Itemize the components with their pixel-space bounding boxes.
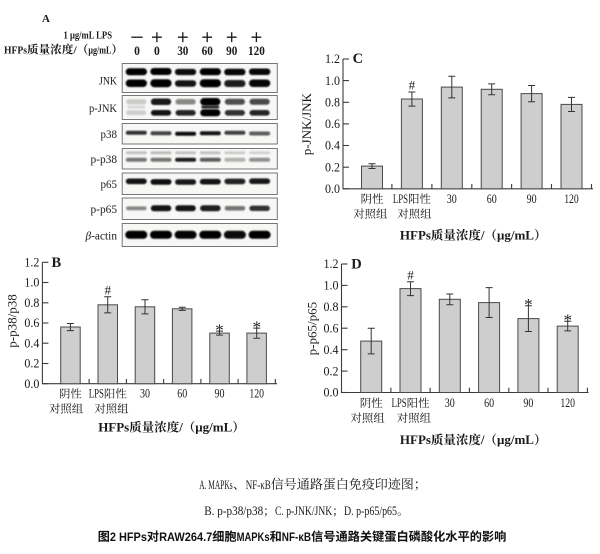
svg-text:90: 90 (523, 395, 533, 410)
svg-text:HFPs: HFPs (400, 432, 431, 447)
svg-text:1.0: 1.0 (24, 275, 39, 290)
svg-text:120: 120 (249, 386, 264, 401)
svg-text:60: 60 (177, 386, 187, 401)
svg-text:/: / (72, 45, 78, 57)
svg-text:p38: p38 (101, 127, 118, 141)
svg-text:#: # (407, 267, 414, 282)
svg-text:1.0: 1.0 (325, 73, 340, 88)
svg-text:120: 120 (564, 191, 579, 206)
svg-text:*: * (252, 317, 261, 336)
svg-text:0.6: 0.6 (325, 116, 340, 131)
svg-text:60: 60 (202, 44, 213, 58)
svg-text:120: 120 (248, 44, 265, 58)
svg-text:0.8: 0.8 (324, 299, 339, 314)
svg-text:HFPs: HFPs (400, 228, 431, 243)
svg-text:60: 60 (487, 191, 497, 206)
svg-text:LPS: LPS (393, 191, 408, 206)
svg-text:/: / (480, 228, 485, 243)
svg-text:C: C (353, 51, 363, 67)
svg-text:p-p38/p38: p-p38/p38 (4, 294, 19, 347)
svg-text:LPS: LPS (89, 386, 104, 401)
svg-text:/: / (178, 420, 183, 435)
svg-text:90: 90 (226, 44, 237, 58)
svg-text:MAPKs: MAPKs (237, 530, 270, 544)
svg-text:p-p38: p-p38 (91, 152, 118, 166)
svg-text:#: # (104, 282, 111, 297)
svg-text:μg/mL: μg/mL (497, 432, 534, 447)
svg-text:0.4: 0.4 (324, 342, 339, 357)
svg-text:30: 30 (140, 386, 150, 401)
svg-text:LPS: LPS (392, 395, 407, 410)
svg-text:120: 120 (560, 395, 575, 410)
svg-text:*: * (524, 295, 533, 314)
svg-text:1.0: 1.0 (324, 278, 339, 293)
svg-text:p-p65/p65: p-p65/p65 (304, 302, 319, 355)
svg-text:JNK: JNK (99, 74, 117, 88)
svg-text:A. MAPKs: A. MAPKs (199, 477, 233, 492)
svg-text:30: 30 (447, 191, 457, 206)
svg-text:1 μg/mL LPS: 1 μg/mL LPS (64, 31, 113, 42)
svg-text:0.6: 0.6 (24, 315, 39, 330)
svg-text:0.2: 0.2 (24, 356, 39, 371)
svg-text:p-p65: p-p65 (91, 202, 118, 216)
svg-text:HFPs: HFPs (4, 45, 28, 57)
svg-text:0.2: 0.2 (325, 159, 340, 174)
svg-text:0.4: 0.4 (325, 138, 340, 153)
svg-text:/: / (480, 432, 485, 447)
svg-text:p-JNK: p-JNK (89, 101, 117, 115)
svg-text:0.8: 0.8 (24, 295, 39, 310)
svg-text:*: * (215, 320, 224, 339)
svg-text:NF-κB: NF-κB (246, 477, 271, 492)
svg-text:0.8: 0.8 (325, 95, 340, 110)
svg-text:*: * (563, 311, 572, 330)
svg-text:90: 90 (215, 386, 225, 401)
svg-text:2 HFPs: 2 HFPs (110, 530, 147, 544)
svg-text:D. p-p65/p65: D. p-p65/p65 (344, 503, 397, 518)
svg-text:30: 30 (445, 395, 455, 410)
svg-text:μg/mL: μg/mL (195, 420, 232, 435)
svg-text:1.2: 1.2 (324, 256, 339, 271)
svg-text:0.0: 0.0 (324, 385, 339, 400)
svg-text:#: # (409, 78, 416, 93)
svg-text:0.0: 0.0 (24, 376, 39, 391)
svg-text:C. p-JNK/JNK: C. p-JNK/JNK (275, 503, 333, 518)
svg-text:RAW264.7: RAW264.7 (159, 530, 212, 544)
svg-text:0.2: 0.2 (324, 363, 339, 378)
svg-text:μg/mL: μg/mL (88, 45, 111, 57)
svg-text:HFPs: HFPs (98, 420, 129, 435)
svg-text:B. p-p38/p38: B. p-p38/p38 (204, 503, 263, 518)
svg-text:0.0: 0.0 (325, 181, 340, 196)
svg-text:30: 30 (177, 44, 188, 58)
svg-text:p65: p65 (101, 177, 118, 191)
svg-text:A: A (42, 13, 50, 25)
svg-text:0: 0 (154, 44, 160, 58)
svg-text:1.2: 1.2 (325, 51, 340, 66)
svg-text:0.6: 0.6 (324, 320, 339, 335)
svg-text:μg/mL: μg/mL (497, 228, 534, 243)
svg-text:β-actin: β-actin (85, 229, 117, 243)
svg-text:D: D (351, 256, 361, 272)
svg-text:B: B (52, 255, 62, 271)
svg-text:p-JNK/JNK: p-JNK/JNK (299, 93, 314, 156)
svg-text:NF-κB: NF-κB (282, 530, 312, 544)
svg-text:0: 0 (134, 44, 140, 58)
svg-text:0.4: 0.4 (24, 335, 39, 350)
svg-text:1.2: 1.2 (24, 255, 39, 270)
svg-text:90: 90 (527, 191, 537, 206)
svg-text:60: 60 (484, 395, 494, 410)
